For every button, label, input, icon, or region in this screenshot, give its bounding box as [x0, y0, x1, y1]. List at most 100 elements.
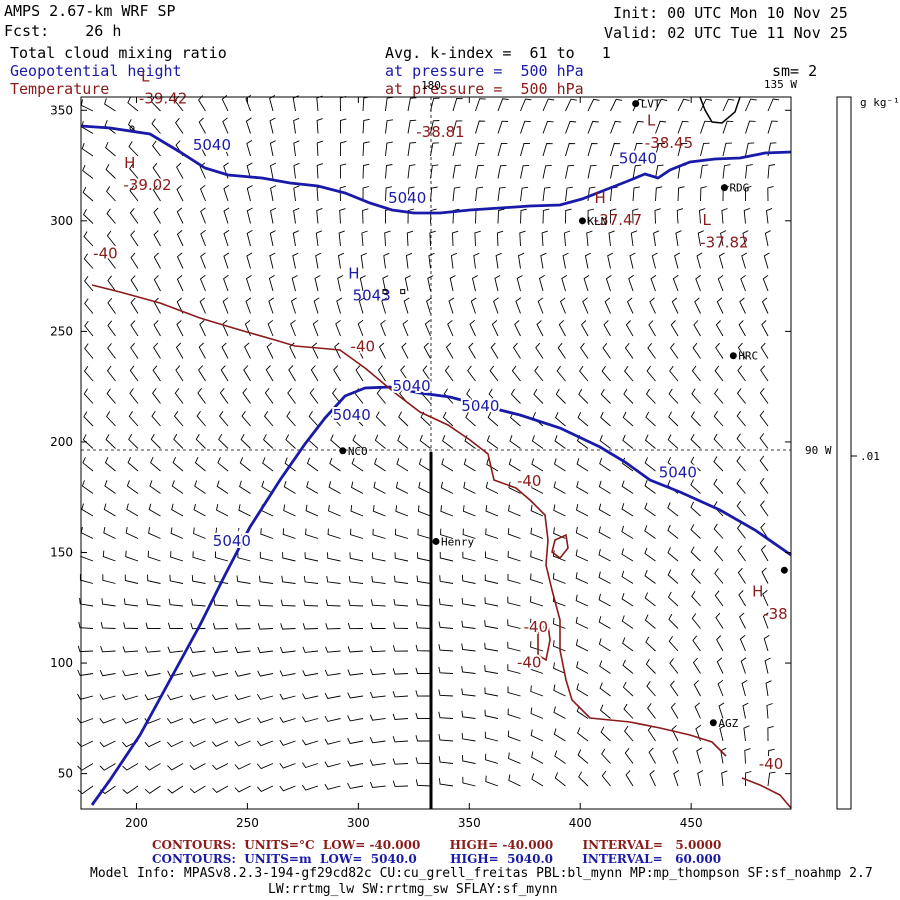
wind-barb: [104, 480, 116, 494]
station-dot: [339, 447, 347, 455]
wind-barb: [292, 252, 299, 269]
x-tick-label: 200: [125, 816, 148, 830]
wind-barb: [303, 599, 319, 607]
wind-barb: [257, 717, 274, 724]
extremum-value: -38: [763, 605, 788, 623]
wind-barb: [761, 567, 769, 584]
wind-barb: [466, 388, 476, 404]
wind-barb: [395, 505, 409, 517]
wind-barb: [415, 779, 431, 787]
wind-barb: [587, 164, 597, 179]
wind-barb: [764, 230, 771, 247]
wind-barb: [713, 456, 724, 472]
wind-barb: [553, 504, 566, 517]
temperature-pressure-level: at pressure = 500 hPa: [385, 80, 584, 98]
wind-barb: [621, 593, 634, 607]
wind-barb: [216, 480, 229, 494]
wind-barb: [213, 599, 229, 607]
wind-barb: [415, 644, 431, 652]
wind-barb: [392, 668, 409, 675]
wind-barb: [763, 252, 770, 269]
wind-barb: [646, 680, 656, 697]
wind-barb: [175, 365, 184, 382]
wind-barb: [713, 523, 724, 539]
wind-barb: [404, 275, 411, 292]
wind-barb: [623, 388, 634, 404]
wind-barb: [644, 502, 656, 517]
wind-barb: [256, 740, 274, 747]
wind-barb: [167, 670, 184, 677]
wind-barb: [382, 275, 389, 292]
wind-barb: [81, 480, 94, 494]
wind-barb: [461, 710, 476, 719]
wind-barb: [290, 297, 297, 314]
wind-barb: [507, 708, 521, 719]
height-contour-label: 5040: [213, 532, 251, 550]
extremum-marker: L: [647, 112, 656, 130]
wind-barb: [766, 207, 773, 224]
wind-barb: [415, 735, 431, 742]
small-marker: [382, 289, 388, 295]
wind-barb: [519, 230, 526, 247]
wind-barb: [690, 524, 701, 539]
wind-barb: [173, 410, 184, 427]
wind-barb: [375, 411, 386, 427]
wind-barb: [418, 458, 431, 472]
wind-barb: [77, 645, 94, 653]
extremum-marker: H: [752, 583, 763, 601]
wind-barb: [494, 275, 501, 292]
wind-barb: [745, 771, 752, 787]
wind-barb: [258, 599, 274, 607]
wind-barb: [736, 500, 746, 517]
wind-barb: [246, 230, 253, 247]
wind-barb: [349, 552, 364, 562]
wind-barb: [393, 575, 409, 584]
wind-barb: [235, 599, 251, 607]
wind-barb: [508, 774, 521, 787]
wind-barb: [471, 275, 479, 292]
wind-barb: [198, 342, 206, 359]
wind-barb: [533, 388, 544, 404]
wind-barb: [246, 140, 253, 157]
wind-barb: [315, 230, 322, 247]
wind-barb: [759, 410, 769, 427]
wind-barb: [241, 410, 251, 427]
wind-barb: [438, 666, 454, 674]
wind-barb: [559, 297, 566, 314]
wind-barb: [610, 164, 620, 179]
wind-barb: [327, 528, 341, 539]
wind-barb: [212, 694, 229, 701]
field-height-label: Geopotential height: [10, 62, 182, 80]
station-dot: [578, 217, 586, 225]
wind-barb: [486, 458, 499, 472]
wind-barb: [510, 388, 521, 404]
wind-barb: [745, 120, 756, 134]
wind-barb: [347, 646, 364, 653]
wind-barb: [392, 691, 409, 698]
wind-barb: [737, 342, 746, 359]
wind-barb: [362, 186, 370, 202]
wind-barb: [485, 481, 499, 494]
wind-barb: [461, 643, 476, 652]
wind-barb: [395, 528, 409, 539]
wind-barb: [439, 551, 454, 562]
wind-barb: [215, 527, 229, 539]
wind-barb: [291, 275, 298, 292]
wind-barb: [326, 575, 341, 584]
wind-barb: [407, 119, 417, 134]
wind-barb: [422, 365, 431, 382]
wind-barb: [356, 342, 364, 359]
wind-barb: [103, 526, 116, 539]
wind-barb: [147, 550, 161, 562]
wind-barb: [554, 435, 566, 449]
wind-barb: [651, 252, 658, 269]
height-contour-label: 5040: [393, 377, 431, 395]
wind-barb: [190, 622, 206, 630]
wind-barb: [507, 730, 521, 742]
wind-barb: [541, 230, 548, 247]
wind-barb: [289, 342, 296, 359]
wind-barb: [189, 670, 206, 677]
wind-barb: [79, 597, 94, 607]
wind-barb: [530, 481, 544, 494]
wind-barb: [234, 646, 251, 654]
